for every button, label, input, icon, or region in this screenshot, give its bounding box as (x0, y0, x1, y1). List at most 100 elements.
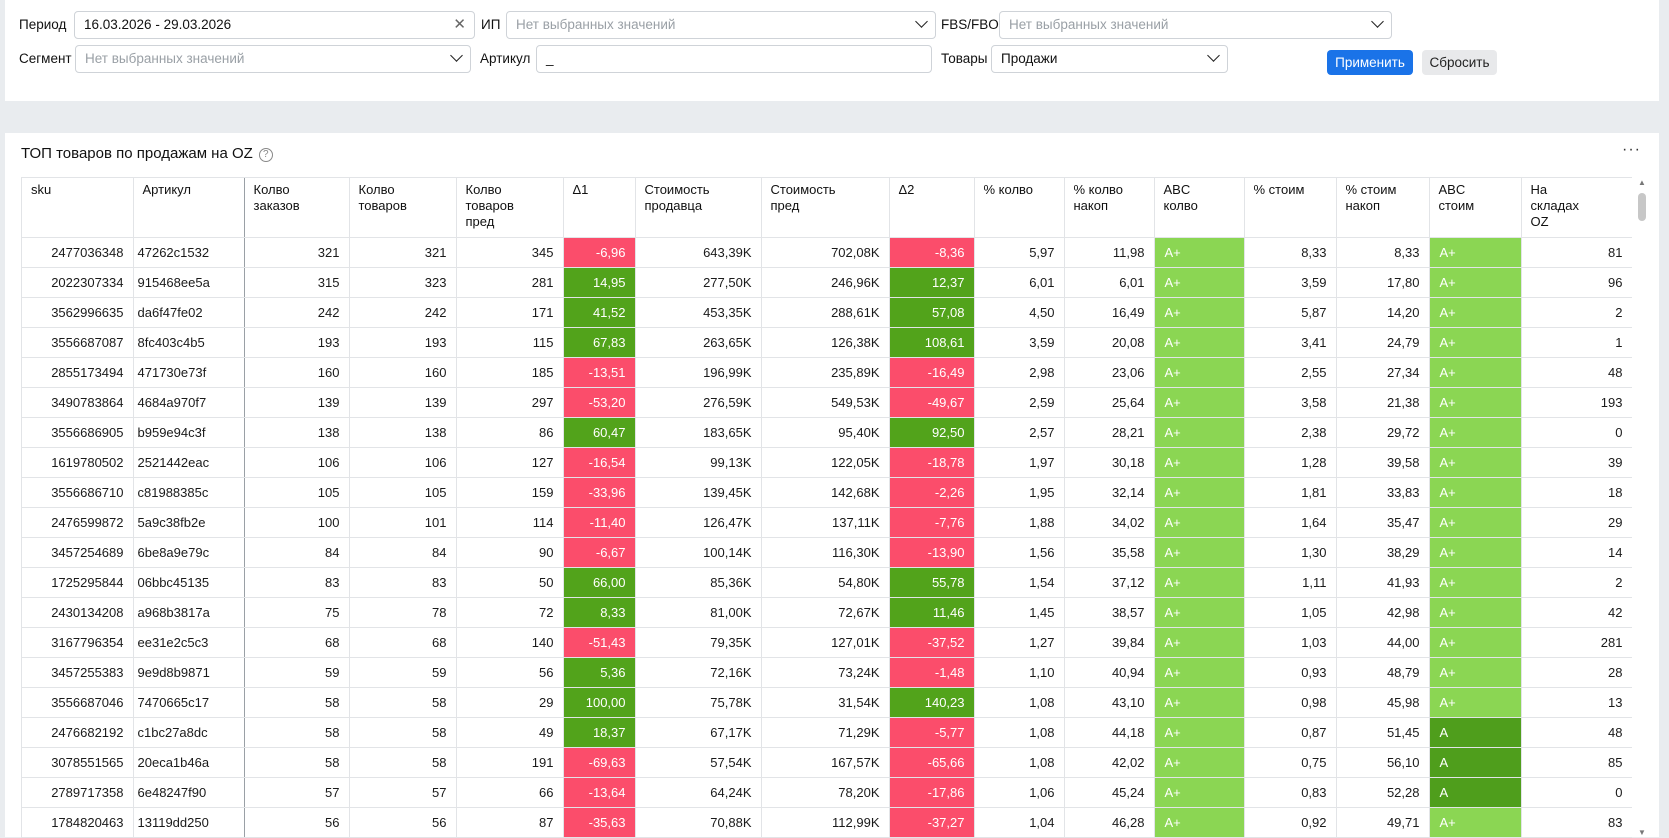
table-cell: 8,33 (1244, 237, 1337, 268)
table-cell: A+ (1429, 567, 1522, 598)
column-header[interactable]: ABC колво (1154, 178, 1245, 238)
table-cell: 140,23 (889, 687, 975, 718)
table-cell: -13,90 (889, 537, 975, 568)
table-row[interactable]: 2476682192 c1bc27a8dc 58 58 49 18,37 67,17K 71,… (22, 717, 1632, 748)
table-cell: 6,01 (1064, 267, 1155, 298)
column-header[interactable]: Колво заказов (244, 178, 350, 238)
table-cell: 68 (244, 627, 350, 658)
table-cell: A+ (1429, 387, 1522, 418)
column-header[interactable]: На складах OZ (1521, 178, 1632, 238)
table-row[interactable]: 3562996635 da6f47fe02 242 242 171 41,52 453,35… (22, 297, 1632, 328)
table-cell: 101 (349, 507, 457, 538)
filters-panel: Период 16.03.2026 - 29.03.2026 ✕ ИП Нет … (5, 0, 1659, 101)
table-cell: 49,71 (1336, 807, 1430, 838)
vertical-scrollbar[interactable]: ▲ ▼ (1636, 177, 1647, 837)
table-row[interactable]: 3556687087 8fc403c4b5 193 193 115 67,83 263,65… (22, 327, 1632, 358)
table-cell: A (1429, 747, 1522, 778)
column-header[interactable]: Колво товаров пред (456, 178, 564, 238)
period-input[interactable]: 16.03.2026 - 29.03.2026 ✕ (74, 11, 475, 39)
table-cell: 18 (1521, 477, 1632, 508)
column-header[interactable]: % колво накоп (1064, 178, 1155, 238)
table-row[interactable]: 3556686710 c81988385c 105 105 159 -33,96 139,4… (22, 477, 1632, 508)
goods-select[interactable]: Продажи (991, 45, 1228, 73)
table-cell: c1bc27a8dc (133, 717, 245, 748)
table-cell: 95,40K (761, 417, 890, 448)
help-icon[interactable]: ? (258, 148, 273, 162)
table-cell: -53,20 (563, 387, 636, 418)
table-cell: 38,29 (1336, 537, 1430, 568)
table-cell: 28 (1521, 657, 1632, 688)
table-cell: 1784820463 (22, 807, 134, 838)
table-cell: 1,54 (974, 567, 1065, 598)
table-cell: 3457254689 (22, 537, 134, 568)
table-row[interactable]: 3556687046 7470665c17 58 58 29 100,00 75,78K 31… (22, 687, 1632, 718)
table-cell: 242 (244, 297, 350, 328)
table-cell: A+ (1429, 447, 1522, 478)
table-cell: 14,20 (1336, 297, 1430, 328)
table-row[interactable]: 2430134208 a968b3817a 75 78 72 8,33 81,00K 72,6… (22, 597, 1632, 628)
table-row[interactable]: 3457255383 9e9d8b9871 59 59 56 5,36 72,16K 73,2… (22, 657, 1632, 688)
table-row[interactable]: 3078551565 20eca1b46a 58 58 191 -69,63 57,54K 1… (22, 747, 1632, 778)
reset-button[interactable]: Сбросить (1422, 50, 1497, 75)
table-cell: 3,58 (1244, 387, 1337, 418)
clear-icon[interactable]: ✕ (453, 16, 466, 33)
table-row[interactable]: 2789717358 6e48247f90 57 57 66 -13,64 64,24K 78… (22, 777, 1632, 808)
table-row[interactable]: 3457254689 6be8a9e79c 84 84 90 -6,67 100,14K 11… (22, 537, 1632, 568)
more-menu-icon[interactable]: ··· (1622, 141, 1641, 158)
table-cell: 2,57 (974, 417, 1065, 448)
table-cell: -69,63 (563, 747, 636, 778)
fbs-select[interactable]: Нет выбранных значений (999, 11, 1392, 39)
table-row[interactable]: 2476599872 5a9c38fb2e 100 101 114 -11,40 126,4… (22, 507, 1632, 538)
column-header[interactable]: ABC стоим (1429, 178, 1522, 238)
table-row[interactable]: 3167796354 ee31e2c5c3 68 68 140 -51,43 79,35K 1… (22, 627, 1632, 658)
table-cell: A (1429, 717, 1522, 748)
period-label: Период (19, 17, 67, 32)
table-cell: 1,30 (1244, 537, 1337, 568)
table-cell: A+ (1154, 627, 1245, 658)
table-cell: 1,06 (974, 777, 1065, 808)
table-cell: 191 (456, 747, 564, 778)
table-row[interactable]: 1784820463 13119dd250 56 56 87 -35,63 70,88K 11… (22, 807, 1632, 838)
segment-select[interactable]: Нет выбранных значений (75, 45, 471, 73)
table-cell: 183,65K (635, 417, 762, 448)
table-cell: 66 (456, 777, 564, 808)
table-cell: 3556687046 (22, 687, 134, 718)
table-row[interactable]: 1725295844 06bbc45135 83 83 50 66,00 85,36K 54,… (22, 567, 1632, 598)
table-cell: 1,05 (1244, 597, 1337, 628)
table-cell: 1,28 (1244, 447, 1337, 478)
column-header[interactable]: Стоимость пред (761, 178, 890, 238)
table-cell: 185 (456, 357, 564, 388)
ip-select[interactable]: Нет выбранных значений (506, 11, 936, 39)
table-row[interactable]: 3556686905 b959e94c3f 138 138 86 60,47 183,65K… (22, 417, 1632, 448)
column-header[interactable]: % стоим накоп (1336, 178, 1430, 238)
column-header[interactable]: % стоим (1244, 178, 1337, 238)
table-cell: -37,52 (889, 627, 975, 658)
table-cell: A+ (1429, 537, 1522, 568)
table-row[interactable]: 2477036348 47262c1532 321 321 345 -6,96 643,39… (22, 237, 1632, 268)
table-cell: 35,58 (1064, 537, 1155, 568)
column-header[interactable]: sku (22, 178, 134, 238)
table-row[interactable]: 1619780502 2521442eac 106 106 127 -16,54 99,13… (22, 447, 1632, 478)
scroll-thumb[interactable] (1638, 193, 1646, 221)
table-cell: 137,11K (761, 507, 890, 538)
column-header[interactable]: % колво (974, 178, 1065, 238)
scroll-down-icon[interactable]: ▼ (1638, 828, 1646, 837)
table-row[interactable]: 2855173494 471730e73f 160 160 185 -13,51 196,9… (22, 357, 1632, 388)
table-cell: 127,01K (761, 627, 890, 658)
table-row[interactable]: 3490783864 4684a970f7 139 139 297 -53,20 276,5… (22, 387, 1632, 418)
apply-button[interactable]: Применить (1327, 50, 1413, 75)
table-row[interactable]: 2022307334 915468ee5a 315 323 281 14,95 277,50… (22, 267, 1632, 298)
column-header[interactable]: Артикул (133, 178, 245, 238)
table-cell: 64,24K (635, 777, 762, 808)
article-input[interactable]: _ (536, 45, 932, 73)
table-cell: -11,40 (563, 507, 636, 538)
table-cell: 1,45 (974, 597, 1065, 628)
scroll-up-icon[interactable]: ▲ (1638, 178, 1646, 187)
table-cell: 106 (244, 447, 350, 478)
column-header[interactable]: Δ1 (563, 178, 636, 238)
column-header[interactable]: Стоимость продавца (635, 178, 762, 238)
column-header[interactable]: Колво товаров (349, 178, 457, 238)
table-cell: 51,45 (1336, 717, 1430, 748)
column-header[interactable]: Δ2 (889, 178, 975, 238)
segment-placeholder: Нет выбранных значений (85, 51, 245, 66)
